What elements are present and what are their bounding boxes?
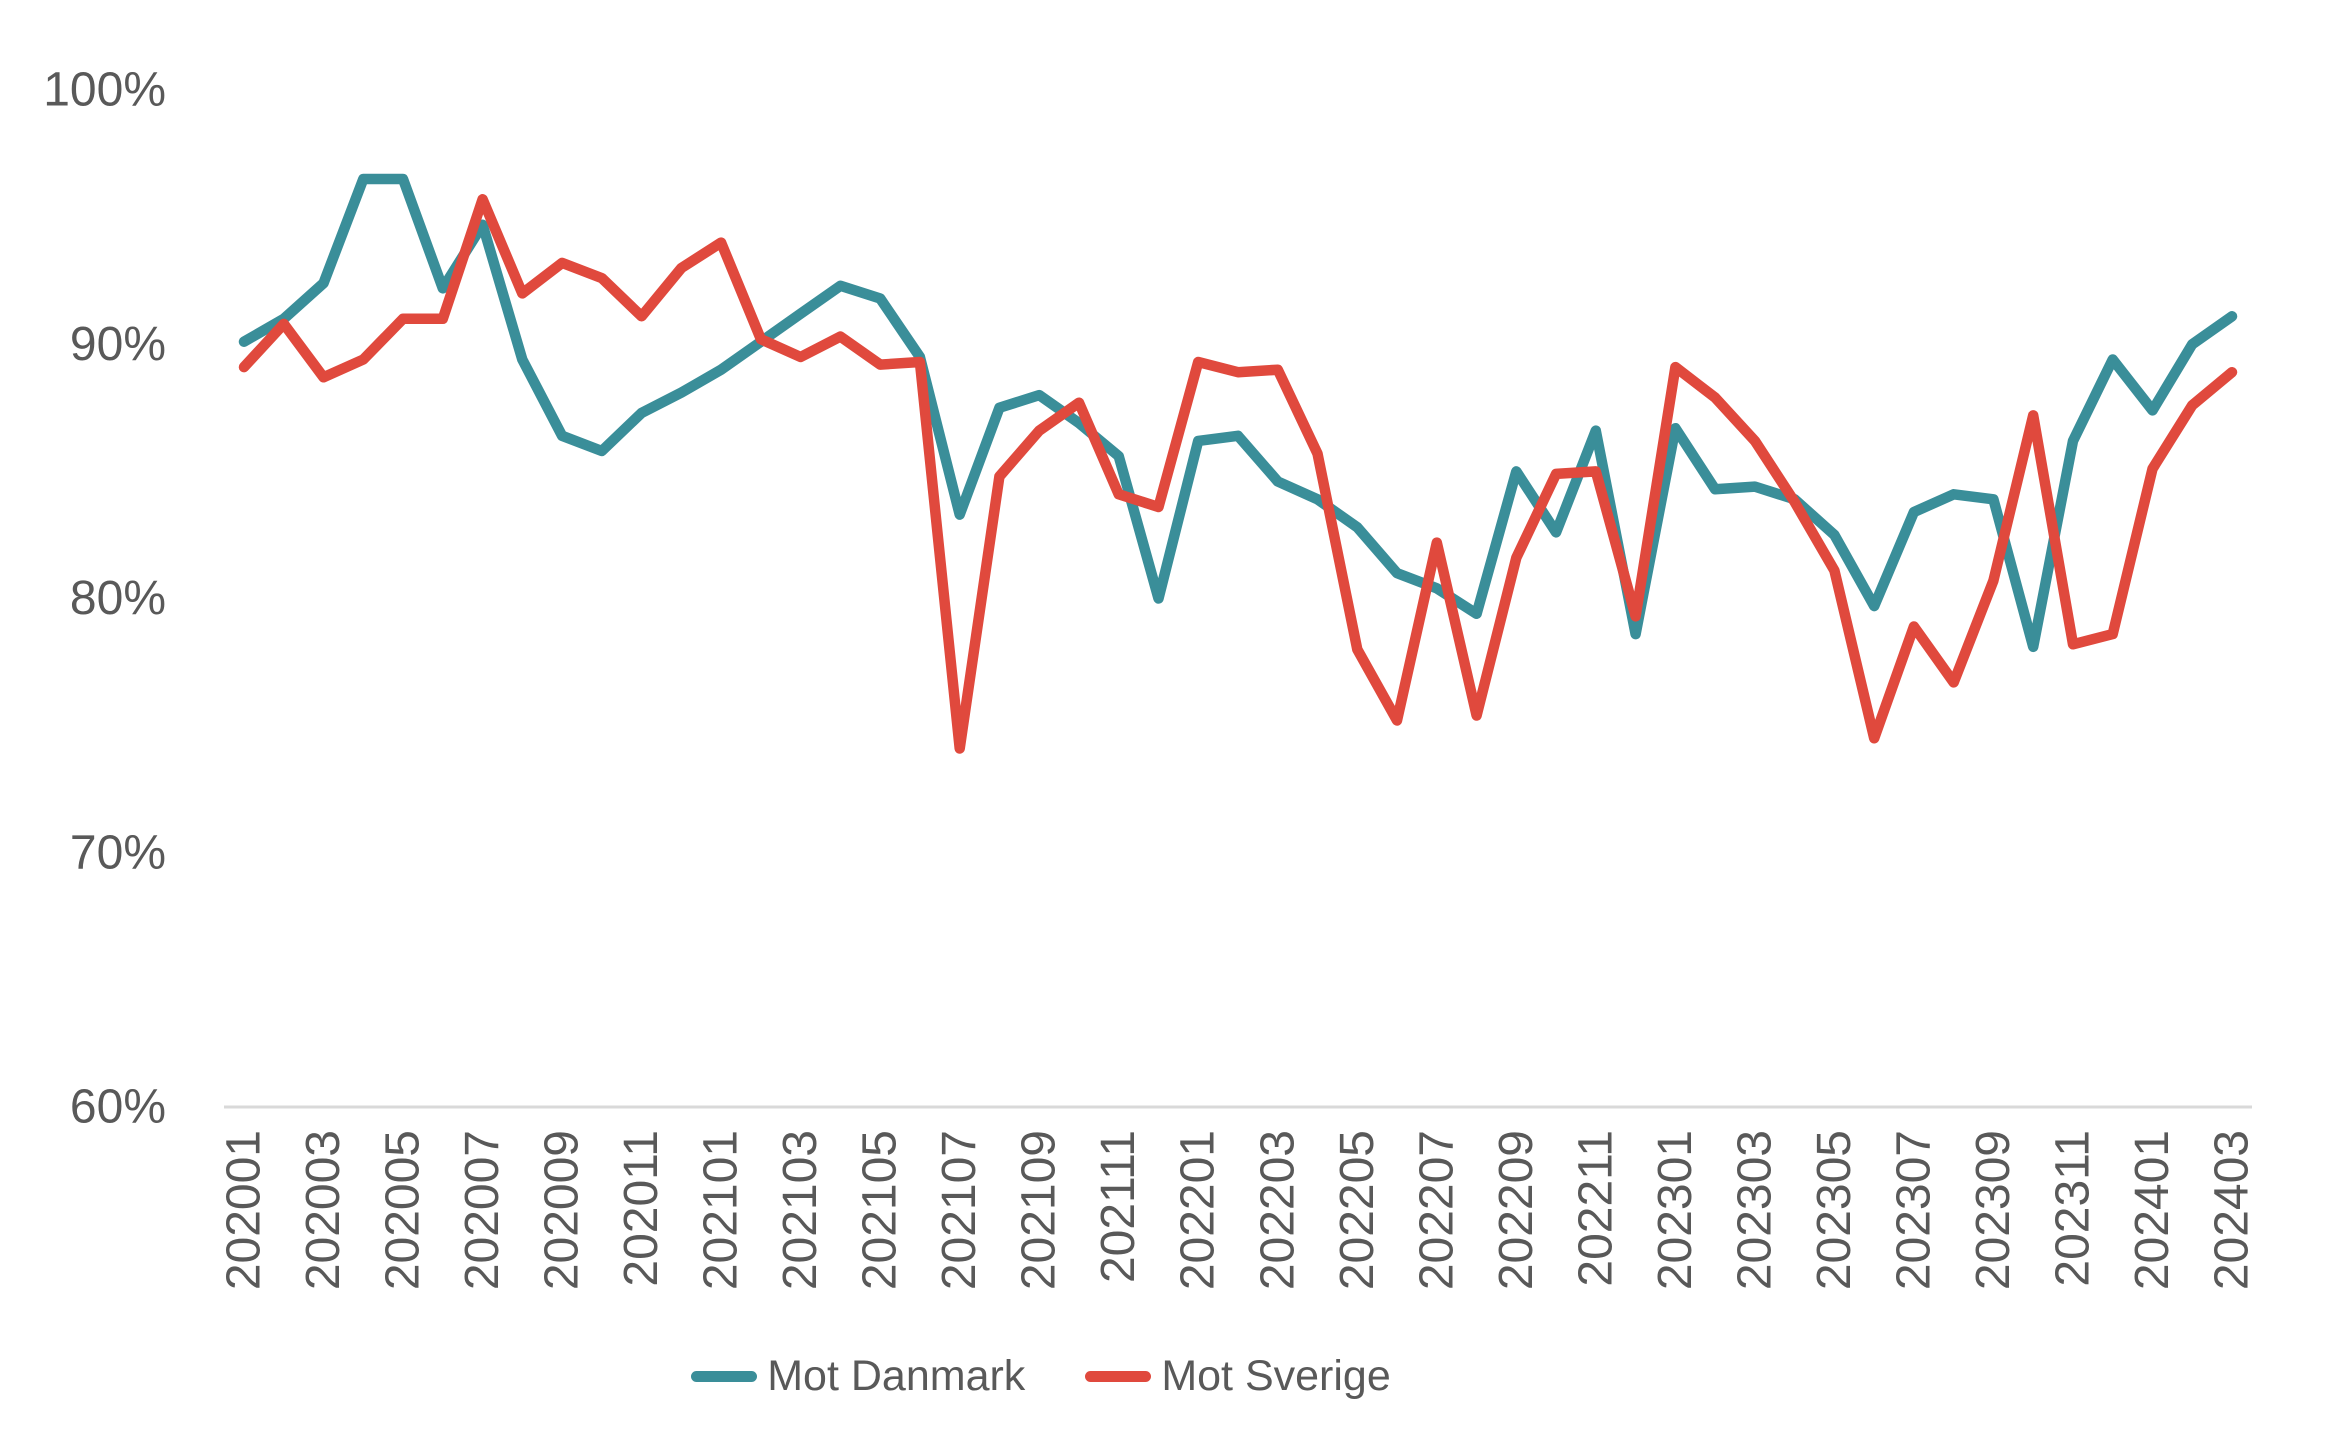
- x-tick-label: 202307: [1887, 1130, 1940, 1290]
- x-tick-label: 202111: [1092, 1130, 1145, 1283]
- legend-label-danmark: Mot Danmark: [767, 1352, 1026, 1400]
- x-tick-label: 202005: [377, 1130, 430, 1290]
- x-axis-tick-labels: 202001 202003 202005 202007 202009 202011 2021…: [218, 1130, 2259, 1290]
- legend-item-danmark[interactable]: Mot Danmark: [691, 1352, 1025, 1401]
- legend-label-sverige: Mot Sverige: [1161, 1352, 1391, 1400]
- x-tick-label: 202403: [2206, 1130, 2259, 1290]
- sverige-line[interactable]: [238, 194, 2238, 754]
- danmark-line-swatch: [691, 1371, 758, 1382]
- y-axis-tick-labels: 100% 90% 80% 70% 60%: [43, 64, 166, 1134]
- y-tick-label: 70%: [70, 826, 166, 879]
- x-tick-label: 202305: [1808, 1130, 1861, 1290]
- sverige-line-swatch: [1085, 1371, 1152, 1382]
- x-tick-label: 202209: [1490, 1130, 1543, 1290]
- legend-item-sverige[interactable]: Mot Sverige: [1085, 1352, 1391, 1401]
- x-tick-label: 202401: [2126, 1130, 2179, 1290]
- legend-items: Mot Danmark Mot Sverige: [691, 1352, 1391, 1401]
- x-tick-label: 202107: [933, 1130, 986, 1290]
- x-tick-label: 202301: [1649, 1130, 1702, 1290]
- x-tick-label: 202001: [218, 1130, 271, 1290]
- x-tick-label: 202105: [854, 1130, 907, 1290]
- legend: Mot Danmark Mot Sverige: [0, 1352, 2352, 1401]
- y-tick-label: 80%: [70, 572, 166, 625]
- x-tick-label: 202101: [695, 1130, 748, 1290]
- y-tick-label: 60%: [70, 1081, 166, 1134]
- x-tick-label: 202309: [1967, 1130, 2020, 1290]
- x-tick-label: 202003: [297, 1130, 350, 1290]
- x-tick-label: 202109: [1013, 1130, 1066, 1290]
- x-tick-label: 202103: [774, 1130, 827, 1290]
- x-tick-label: 202211: [1569, 1130, 1622, 1287]
- x-tick-label: 202201: [1172, 1130, 1225, 1290]
- x-tick-label: 202007: [456, 1130, 509, 1290]
- x-tick-label: 202303: [1728, 1130, 1781, 1290]
- x-tick-label: 202311: [2046, 1130, 2099, 1287]
- x-tick-label: 202203: [1251, 1130, 1304, 1290]
- x-tick-label: 202207: [1410, 1130, 1463, 1290]
- danmark-line[interactable]: [238, 173, 2238, 653]
- x-tick-label: 202009: [536, 1130, 589, 1290]
- x-tick-label: 202011: [615, 1130, 668, 1287]
- y-tick-label: 100%: [43, 64, 166, 117]
- x-tick-label: 202205: [1331, 1130, 1384, 1290]
- y-tick-label: 90%: [70, 318, 166, 371]
